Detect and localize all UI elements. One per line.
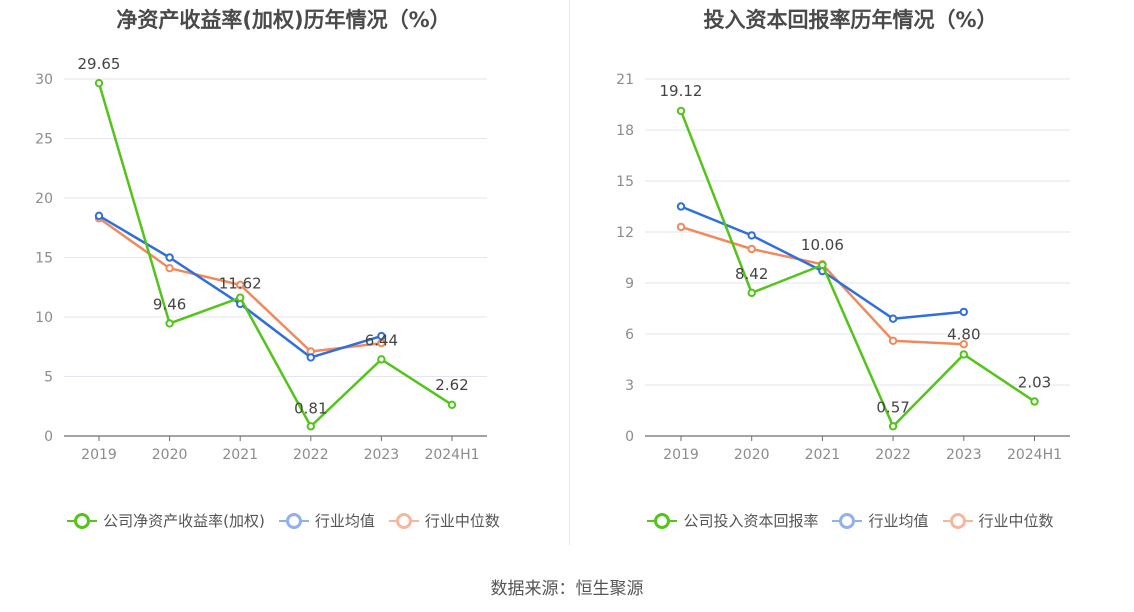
x-tick-label: 2024H1 [1007,447,1062,463]
data-point-industry-average[interactable] [676,202,686,211]
data-point-company[interactable] [94,78,104,88]
roic-chart-plot: 0 3 6 9 12 15 18 21 2019 2020 2021 2022 2023 2024H1 19… [616,72,1070,463]
roe-chart-legend: 公司净资产收益率(加权) 行业均值 行业中位数 [0,510,567,531]
legend-label-company-roic: 公司投入资本回报率 [683,512,819,530]
legend-label-industry-average: 行业均值 [314,512,375,530]
y-tick-label: 5 [44,370,53,386]
legend-item-industry-median[interactable]: 行业中位数 [942,510,1054,531]
y-tick-label: 21 [616,72,634,88]
panel-divider [569,0,570,545]
data-point-industry-median[interactable] [747,244,756,254]
x-tick-label: 2020 [734,447,770,463]
legend-label-company-roe: 公司净资产收益率(加权) [103,512,265,530]
data-point-industry-average[interactable] [306,353,315,362]
data-point-industry-median[interactable] [888,336,898,345]
legend-marker-industry-median [942,512,973,529]
data-point-company[interactable] [676,106,686,116]
y-tick-label: 0 [44,429,53,445]
roic-chart-legend: 公司投入资本回报率 行业均值 行业中位数 [567,510,1134,531]
data-point-company[interactable] [747,288,756,298]
y-tick-label: 0 [625,429,634,445]
legend-label-industry-average: 行业均值 [868,512,929,530]
roe-chart-plot: 0 5 10 15 20 25 30 2019 2020 2021 2022 2023 2024H1 29… [35,55,487,463]
x-tick-label: 2019 [663,447,699,463]
data-point-company[interactable] [306,422,315,431]
y-tick-label: 18 [616,123,634,139]
data-label: 2.62 [435,376,468,394]
x-tick-label: 2021 [222,447,258,463]
legend-item-industry-median[interactable]: 行业中位数 [388,510,500,531]
y-tick-label: 15 [616,174,634,190]
y-tick-label: 15 [35,251,53,267]
x-tick-label: 2021 [805,447,841,463]
data-point-company[interactable] [1030,397,1039,406]
data-label: 0.81 [294,399,327,417]
roic-chart-panel: 投入资本回报率历年情况（%） 0 3 6 9 12 15 18 21 2019 2020 2021 2… [567,0,1134,560]
y-tick-label: 6 [625,327,634,343]
data-point-industry-average[interactable] [377,331,386,341]
y-tick-label: 3 [625,378,634,394]
legend-marker-company-roe [67,512,98,529]
data-label: 29.65 [78,55,121,73]
x-tick-label: 2022 [875,447,911,463]
data-label: 4.80 [947,325,980,343]
data-point-industry-median[interactable] [959,340,968,349]
y-tick-label: 30 [35,72,53,88]
roe-chart-title: 净资产收益率(加权)历年情况（%） [116,8,451,32]
data-source-note: 数据来源：恒生聚源 [490,579,644,599]
data-point-industry-average[interactable] [888,314,898,323]
data-point-industry-average[interactable] [747,231,756,240]
legend-item-industry-average[interactable]: 行业均值 [278,510,375,531]
y-tick-label: 12 [616,225,634,241]
data-point-company[interactable] [165,319,174,328]
legend-marker-industry-median [388,512,419,529]
roe-chart-panel: 净资产收益率(加权)历年情况（%） 0 5 10 15 20 25 30 2019 2020 20… [0,0,567,560]
data-point-industry-median[interactable] [236,280,245,290]
data-label: 9.46 [153,295,186,313]
data-point-industry-median[interactable] [165,264,174,273]
y-tick-label: 25 [35,132,53,148]
data-label: 6.44 [365,331,398,349]
data-point-company[interactable] [959,350,968,359]
legend-item-industry-average[interactable]: 行业均值 [832,510,929,531]
data-point-company[interactable] [236,293,245,302]
data-label: 8.42 [735,265,768,283]
data-label: 10.06 [801,236,844,254]
legend-marker-industry-average [832,512,863,529]
x-tick-label: 2023 [946,447,982,463]
data-point-industry-average[interactable] [959,307,968,317]
data-label: 0.57 [876,398,909,416]
x-tick-label: 2024H1 [424,447,479,463]
data-point-industry-average[interactable] [94,211,104,221]
data-point-company[interactable] [447,400,457,410]
roic-chart-title: 投入资本回报率历年情况（%） [703,8,998,32]
data-label: 19.12 [660,82,703,100]
y-tick-label: 20 [35,191,53,207]
series-line-company [679,110,1036,428]
legend-label-industry-median: 行业中位数 [424,512,500,530]
y-tick-label: 10 [35,310,53,326]
legend-item-company-roe[interactable]: 公司净资产收益率(加权) [67,510,265,531]
x-tick-label: 2020 [152,447,188,463]
legend-marker-company-roic [647,512,678,529]
legend-marker-industry-average [278,512,309,529]
data-point-industry-median[interactable] [676,222,686,232]
data-label: 2.03 [1018,373,1051,391]
x-tick-label: 2022 [293,447,329,463]
data-point-company[interactable] [818,260,827,270]
data-point-company[interactable] [377,355,386,364]
y-tick-label: 9 [625,276,634,292]
data-point-company[interactable] [888,422,898,431]
x-tick-label: 2023 [364,447,400,463]
x-tick-label: 2019 [81,447,117,463]
data-label: 11.62 [219,275,262,293]
data-point-industry-average[interactable] [165,253,174,262]
legend-item-company-roic[interactable]: 公司投入资本回报率 [647,510,818,531]
series-line-company [97,82,453,428]
legend-label-industry-median: 行业中位数 [978,512,1054,530]
